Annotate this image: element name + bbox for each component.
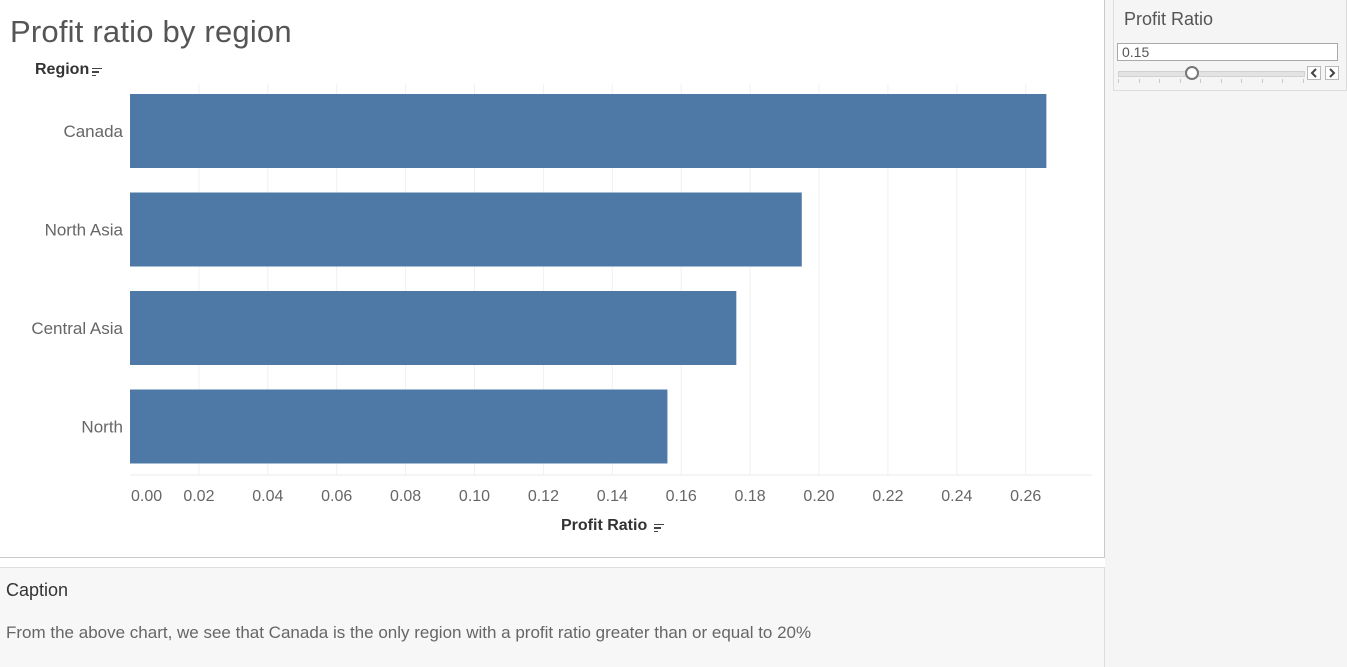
slider-tick xyxy=(1221,79,1222,83)
axis-sort-icon[interactable] xyxy=(654,523,665,533)
slider-tick xyxy=(1262,79,1263,83)
x-tick-label: 0.22 xyxy=(872,488,903,505)
region-header-label: Region xyxy=(35,61,90,78)
x-tick-label: 0.12 xyxy=(528,488,559,505)
bar[interactable] xyxy=(130,94,1047,168)
category-label: North xyxy=(81,418,123,437)
bar-chart: 0.00 0.02 0.04 0.06 0.08 0.10 0.12 0.14 0.16 0.18… xyxy=(31,84,1092,505)
parameter-title: Profit Ratio xyxy=(1124,9,1214,29)
parameter-panel: Profit Ratio xyxy=(1105,0,1347,667)
parameter-prev-button[interactable] xyxy=(1307,66,1321,80)
slider-tick xyxy=(1118,79,1119,83)
x-tick-label: 0.08 xyxy=(390,488,421,505)
slider-tick xyxy=(1159,79,1160,83)
x-tick-label: 0.18 xyxy=(735,488,766,505)
x-tick-label: 0.26 xyxy=(1010,488,1041,505)
parameter-slider-track[interactable] xyxy=(1118,71,1305,77)
slider-tick xyxy=(1139,79,1140,83)
x-tick-label: 0.24 xyxy=(941,488,972,505)
slider-tick xyxy=(1241,79,1242,83)
x-tick-label: 0.20 xyxy=(803,488,834,505)
x-tick-label: 0.16 xyxy=(666,488,697,505)
chevron-right-icon xyxy=(1329,68,1336,78)
x-tick-label: 0.04 xyxy=(252,488,283,505)
bar[interactable] xyxy=(130,291,737,365)
parameter-slider-thumb[interactable] xyxy=(1185,66,1199,80)
x-axis-title: Profit Ratio xyxy=(561,517,648,534)
sheet-title: Profit ratio by region xyxy=(10,14,292,49)
bar[interactable] xyxy=(130,389,668,464)
x-tick-label: 0.06 xyxy=(321,488,352,505)
worksheet: Profit ratio by region Region 0.00 0.02 0.… xyxy=(0,0,1105,558)
parameter-value-input[interactable] xyxy=(1117,43,1338,61)
x-tick-label: 0.00 xyxy=(131,488,162,505)
category-label: Central Asia xyxy=(31,319,123,338)
x-tick-label: 0.14 xyxy=(597,488,628,505)
sort-icon[interactable] xyxy=(92,67,103,77)
slider-tick xyxy=(1303,79,1304,83)
x-tick-label: 0.02 xyxy=(183,488,214,505)
chevron-left-icon xyxy=(1310,68,1317,78)
bar[interactable] xyxy=(130,192,802,267)
region-header[interactable]: Region xyxy=(35,61,103,79)
category-label: North Asia xyxy=(45,221,124,240)
caption-title: Caption xyxy=(6,580,69,600)
parameter-slider-ticks xyxy=(1118,79,1304,84)
caption-text: From the above chart, we see that Canada… xyxy=(6,623,812,642)
slider-tick xyxy=(1180,79,1181,83)
parameter-next-button[interactable] xyxy=(1325,66,1339,80)
x-tick-label: 0.10 xyxy=(459,488,490,505)
slider-tick xyxy=(1200,79,1201,83)
caption-pane: Caption From the above chart, we see tha… xyxy=(0,567,1105,667)
profit-ratio-parameter-card: Profit Ratio xyxy=(1113,0,1347,91)
category-label: Canada xyxy=(63,122,123,141)
slider-tick xyxy=(1282,79,1283,83)
x-axis-header[interactable]: Profit Ratio xyxy=(561,517,665,535)
